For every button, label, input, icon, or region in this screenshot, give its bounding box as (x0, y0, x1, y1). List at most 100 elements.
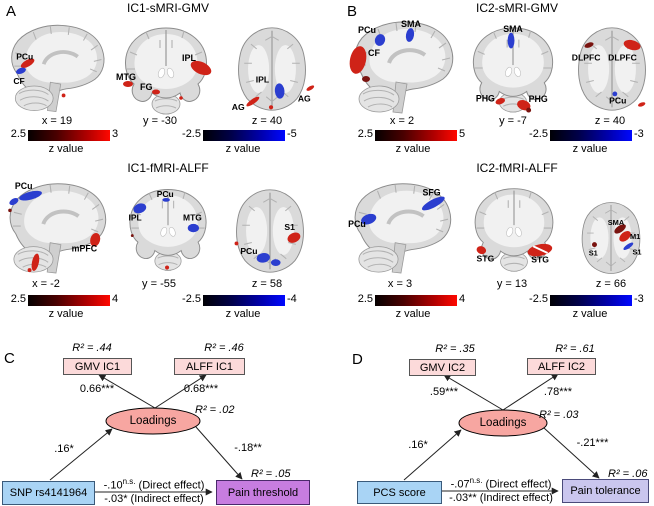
activation-cluster-red (306, 85, 315, 91)
colorbar-max: 4 (112, 293, 119, 305)
r2-pain-threshold: R² = .05 (251, 468, 291, 480)
slice-coordinate: z = 40 (251, 115, 283, 127)
region-label: IPL (256, 74, 269, 84)
r2-loadings-d: R² = .03 (539, 409, 579, 421)
region-label: CF (368, 48, 380, 58)
deactivation-cluster-blue (421, 196, 445, 211)
arrow-loadings-to-alff-ic1 (154, 374, 207, 409)
arrow-loadings-to-pain-tolerance (543, 427, 600, 479)
brain-coronal-ic1-alff: PCu IPL MTG (129, 188, 207, 271)
r2-pain-tolerance: R² = .06 (608, 468, 648, 480)
arrow-loadings-to-gmv-ic2 (443, 374, 504, 411)
brain-axial-ic2-gmv: DLPFC DLPFC PCu (572, 27, 647, 111)
activation-cluster-red (179, 96, 183, 100)
gmv-ic1-box: GMV IC1 (63, 358, 132, 375)
colorbar-label: z value (48, 308, 84, 320)
slice-coordinate: y = 13 (496, 278, 528, 290)
region-label: PCu (240, 246, 257, 256)
colorbar-label: z value (572, 308, 608, 320)
r2-alff-ic1: R² = .46 (204, 342, 244, 354)
brain-sagittal-ic1-alff: PCu mPFC (8, 181, 108, 276)
region-label: M1 (630, 232, 640, 241)
region-label: AG (232, 102, 245, 112)
brain-sagittal-ic2-gmv: PCu SMA CF (349, 19, 455, 115)
gmv-ic2-box: GMV IC2 (409, 359, 476, 376)
deactivation-cluster-blue (361, 213, 377, 225)
colorbar-label: z value (572, 143, 608, 155)
colorbar-blue (203, 295, 285, 306)
cluster-highlight (532, 245, 549, 254)
r2-loadings-c: R² = .02 (195, 404, 235, 416)
colorbar-red (375, 130, 457, 141)
region-label: S1 (589, 248, 598, 257)
arrow-loadings-to-pain-threshold (195, 426, 243, 480)
region-label: MTG (116, 72, 136, 82)
region-label: PCu (16, 51, 33, 61)
direct-coef: -.07 (450, 478, 470, 491)
deactivation-cluster-blue (374, 34, 386, 46)
loading-coef-alff-ic1: 0.68*** (183, 383, 219, 395)
colorbar-min: 2.5 (10, 128, 26, 140)
direct-rest: (Direct effect) (135, 479, 205, 492)
panel-label-c: C (4, 350, 15, 367)
loading-coef-gmv-ic2: .59*** (429, 386, 459, 398)
deactivation-cluster-blue (612, 91, 618, 97)
indirect-effect-label-d: -.03** (Indirect effect) (449, 492, 553, 504)
slice-coordinate: x = 3 (387, 278, 413, 290)
region-label: DLPFC (608, 52, 637, 62)
activation-cluster-dark (592, 242, 597, 248)
arrow-snp-to-loadings (49, 428, 113, 481)
activation-cluster-red (349, 46, 367, 74)
brain-sagittal-ic1-gmv: PCu CF (9, 23, 106, 114)
brain-axial-ic1-alff: S1 PCu (234, 189, 305, 273)
activation-cluster-red (623, 39, 641, 51)
brain-axial-ic1-gmv: IPL AG AG (232, 27, 315, 112)
activation-cluster-red (246, 96, 260, 107)
region-label: DLPFC (572, 52, 601, 62)
region-label: PCu (609, 95, 626, 105)
loading-coef-alff-ic2: .78*** (543, 386, 573, 398)
activation-cluster-red (152, 89, 160, 95)
pain-tolerance-box: Pain tolerance (562, 479, 649, 503)
slice-coordinate: x = 19 (41, 115, 73, 127)
path-a-coef-d: .16* (408, 439, 428, 451)
deactivation-cluster-blue (256, 252, 270, 263)
arrow-loadings-to-alff-ic2 (502, 373, 559, 411)
colorbar-max: -4 (287, 293, 297, 305)
deactivation-cluster-blue (15, 67, 26, 75)
slice-coordinate: x = 2 (389, 115, 415, 127)
brain-coronal-ic2-alff: STG STG (474, 188, 554, 272)
direct-effect-label-d: -.07n.s. (Direct effect) (442, 476, 560, 491)
activation-cluster-dark (584, 42, 594, 48)
region-label: STG (531, 255, 549, 265)
region-label: SMA (401, 19, 422, 29)
activation-cluster-red (123, 81, 133, 87)
activation-cluster-red (619, 231, 631, 242)
deactivation-cluster-blue (270, 259, 281, 266)
indirect-effect-label-c: -.03* (Indirect effect) (104, 493, 204, 505)
panel-a-row2-title: IC1-fMRI-ALFF (127, 161, 209, 175)
colorbar-max: 4 (459, 293, 466, 305)
activation-cluster-red (476, 246, 487, 255)
brain-coronal-ic2-gmv: SMA PHG PHG (472, 24, 554, 113)
direct-rest: (Direct effect) (482, 478, 552, 491)
activation-cluster-red (638, 102, 646, 107)
panel-label-b: B (347, 3, 358, 20)
pain-threshold-box: Pain threshold (216, 480, 310, 505)
pcs-score-box: PCS score (357, 481, 442, 504)
region-label: IPL (129, 213, 142, 223)
slice-coordinate: y = -7 (499, 115, 527, 127)
region-label: SFG (423, 188, 441, 198)
brain-axial-ic2-alff: SMA M1 S1 S1 (581, 201, 642, 275)
alff-ic2-box: ALFF IC2 (527, 358, 596, 375)
panel-b-row2-title: IC2-fMRI-ALFF (476, 161, 558, 175)
slice-coordinate: z = 40 (594, 115, 626, 127)
colorbar-min: -2.5 (182, 128, 201, 140)
colorbar-label: z value (225, 143, 261, 155)
colorbar-max: -3 (634, 293, 644, 305)
colorbar-max: -5 (287, 128, 297, 140)
activation-cluster-red (268, 105, 274, 110)
colorbar-max: 5 (459, 128, 466, 140)
path-b-coef-d: -.21*** (576, 437, 609, 449)
activation-cluster-red (495, 98, 505, 105)
